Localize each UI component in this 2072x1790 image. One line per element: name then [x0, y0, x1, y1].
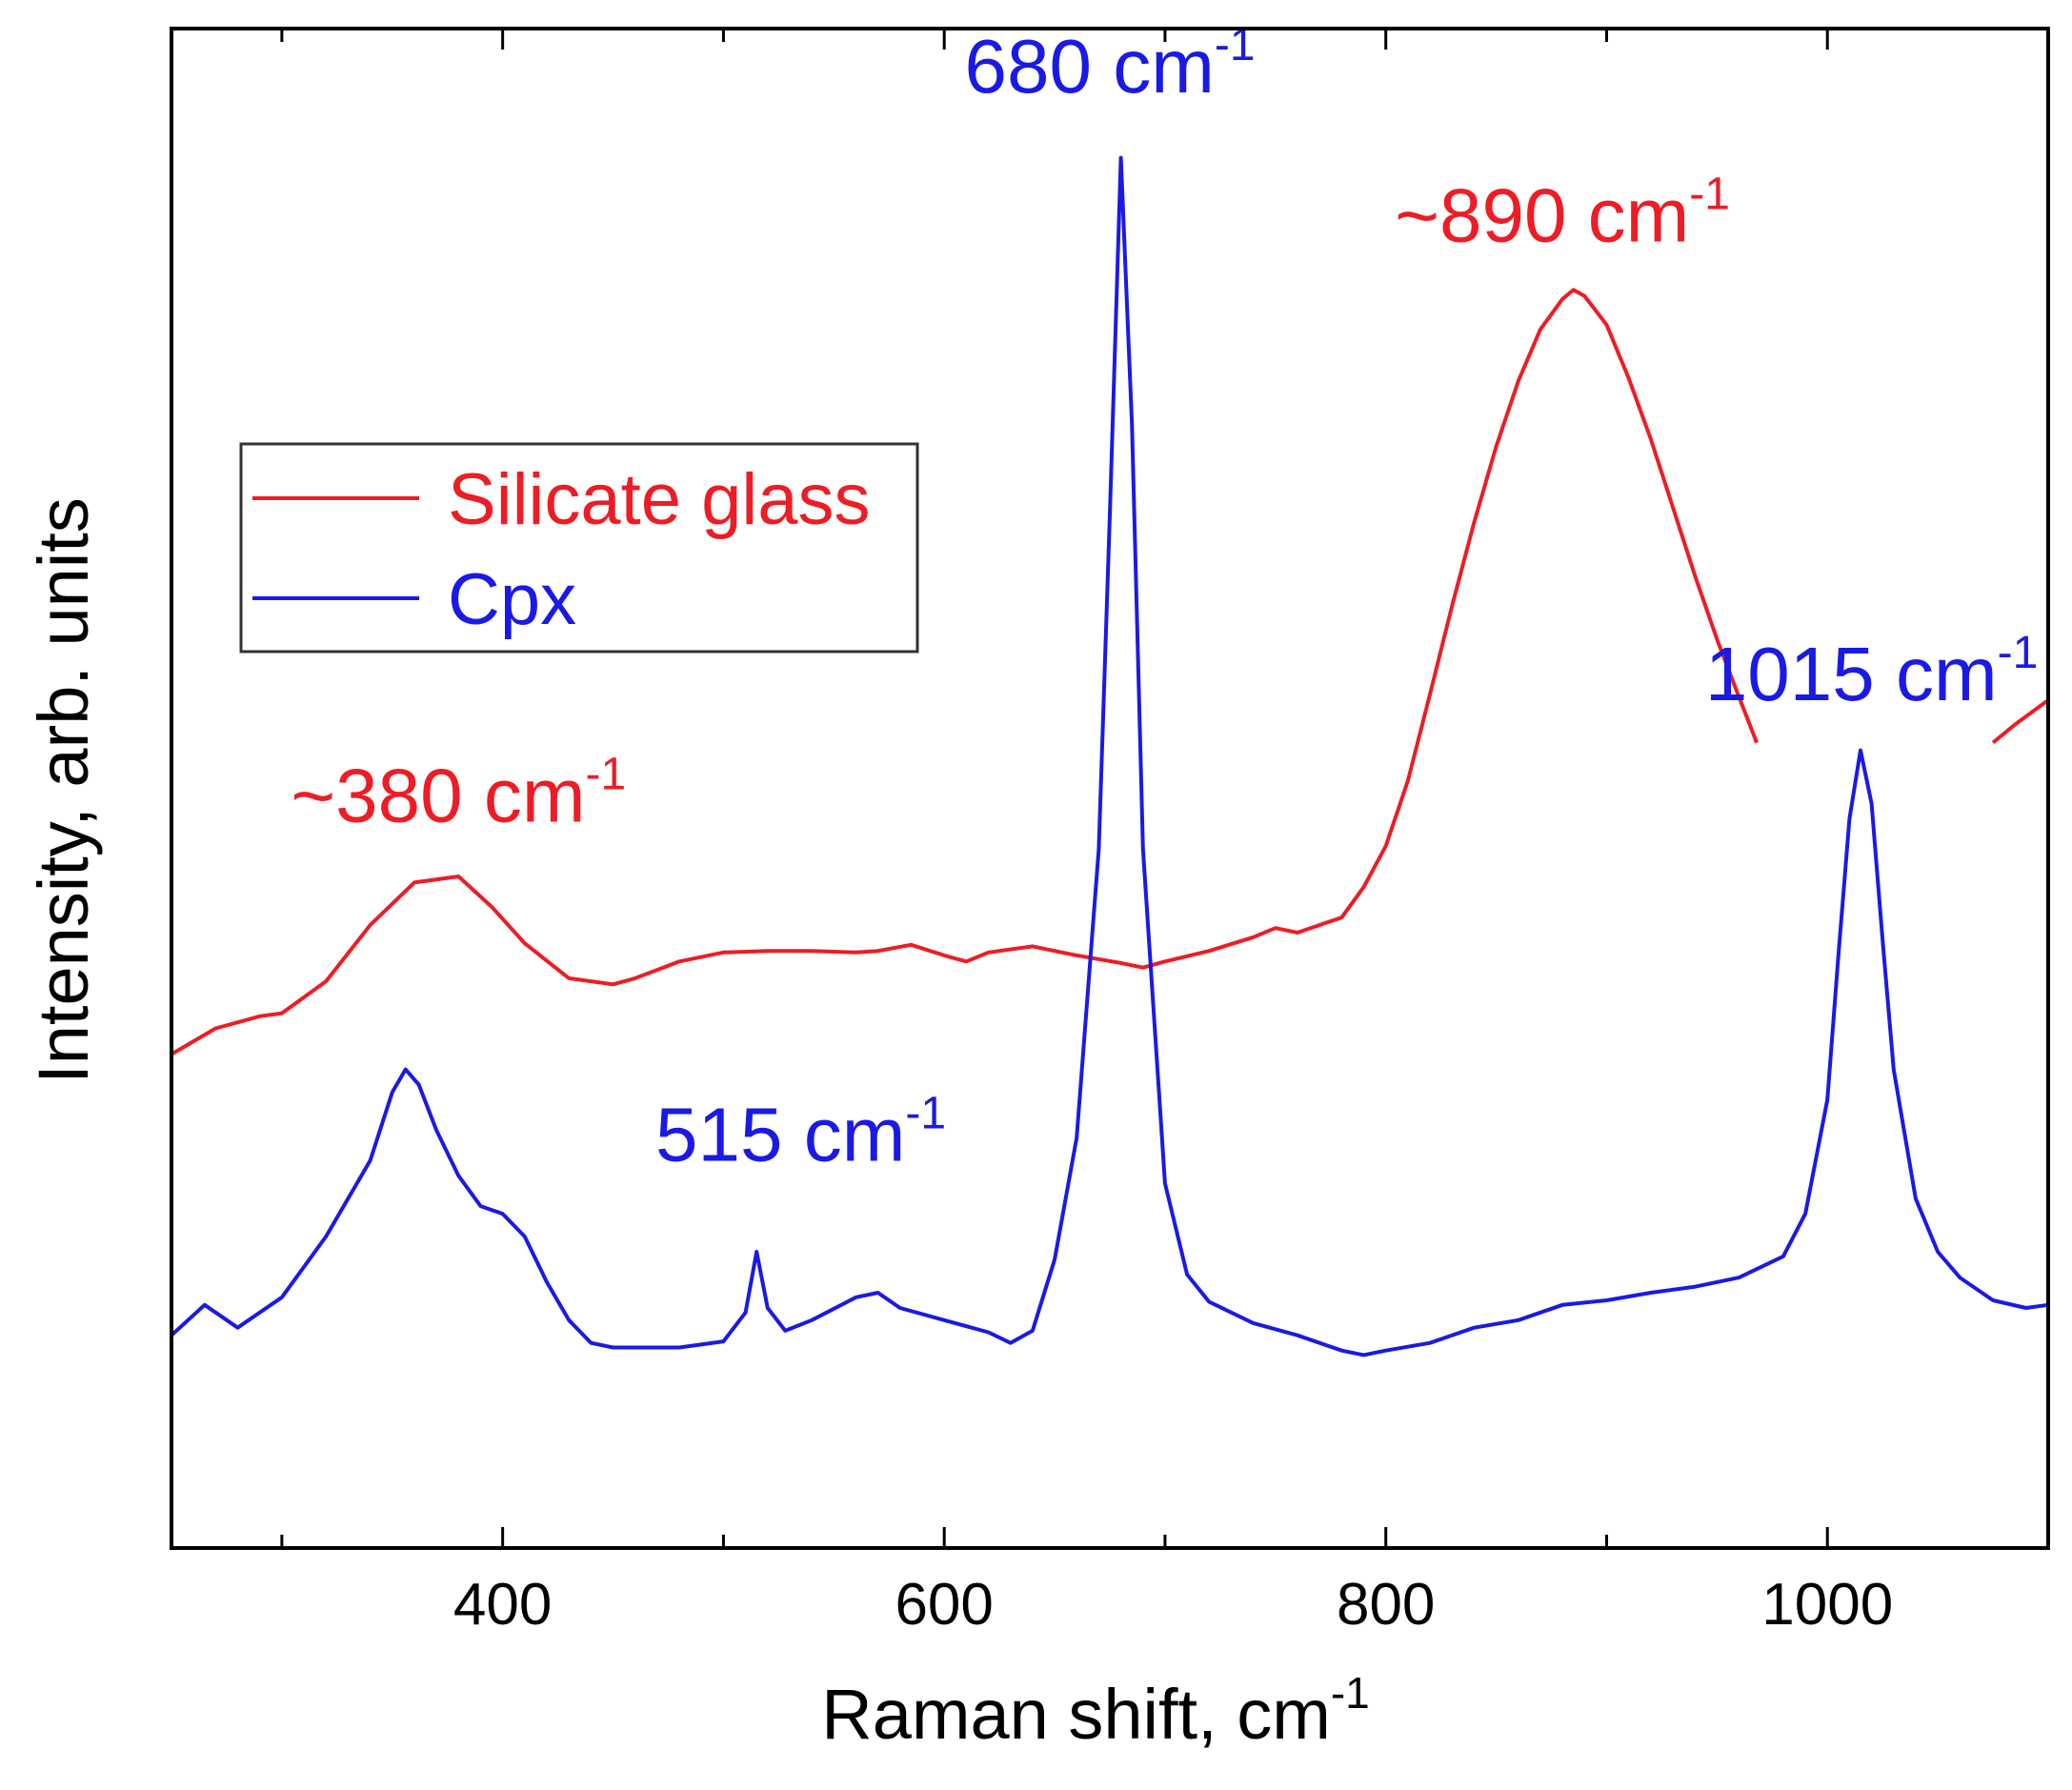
- x-axis-label: Raman shift, cm-1: [821, 1668, 1370, 1754]
- peak-label-890: ~890 cm-1: [1395, 169, 1730, 257]
- legend: Silicate glass Cpx: [239, 442, 919, 654]
- plot-frame: [170, 27, 2050, 1550]
- y-axis-label: Intensity, arb. units: [24, 497, 103, 1084]
- peak-label-380: ~380 cm-1: [291, 750, 626, 838]
- series-line-segment-1: [1991, 698, 2050, 745]
- x-tick-label-1000: 1000: [1761, 1572, 1893, 1638]
- peak-label-515: 515 cm-1: [655, 1088, 946, 1177]
- series-line-silicate-glass: [170, 288, 1759, 1056]
- peak-label-680: 680 cm-1: [964, 20, 1255, 109]
- legend-label-silicate-glass: Silicate glass: [448, 459, 871, 540]
- x-tick-label-800: 800: [1337, 1572, 1435, 1638]
- x-tick-label-400: 400: [453, 1572, 552, 1638]
- legend-box: [239, 442, 919, 654]
- peak-label-1015: 1015 cm-1: [1705, 628, 2039, 716]
- legend-label-cpx: Cpx: [448, 559, 576, 640]
- peak-annotations: ~380 cm-1 680 cm-1 ~890 cm-1 515 cm-1 1015 c…: [291, 20, 2038, 1177]
- x-axis-ticks: 400 600 800 1000: [280, 29, 2050, 1638]
- series-line-cpx: [170, 155, 2049, 1358]
- series-layer: [170, 155, 2050, 1358]
- x-tick-label-600: 600: [895, 1572, 993, 1638]
